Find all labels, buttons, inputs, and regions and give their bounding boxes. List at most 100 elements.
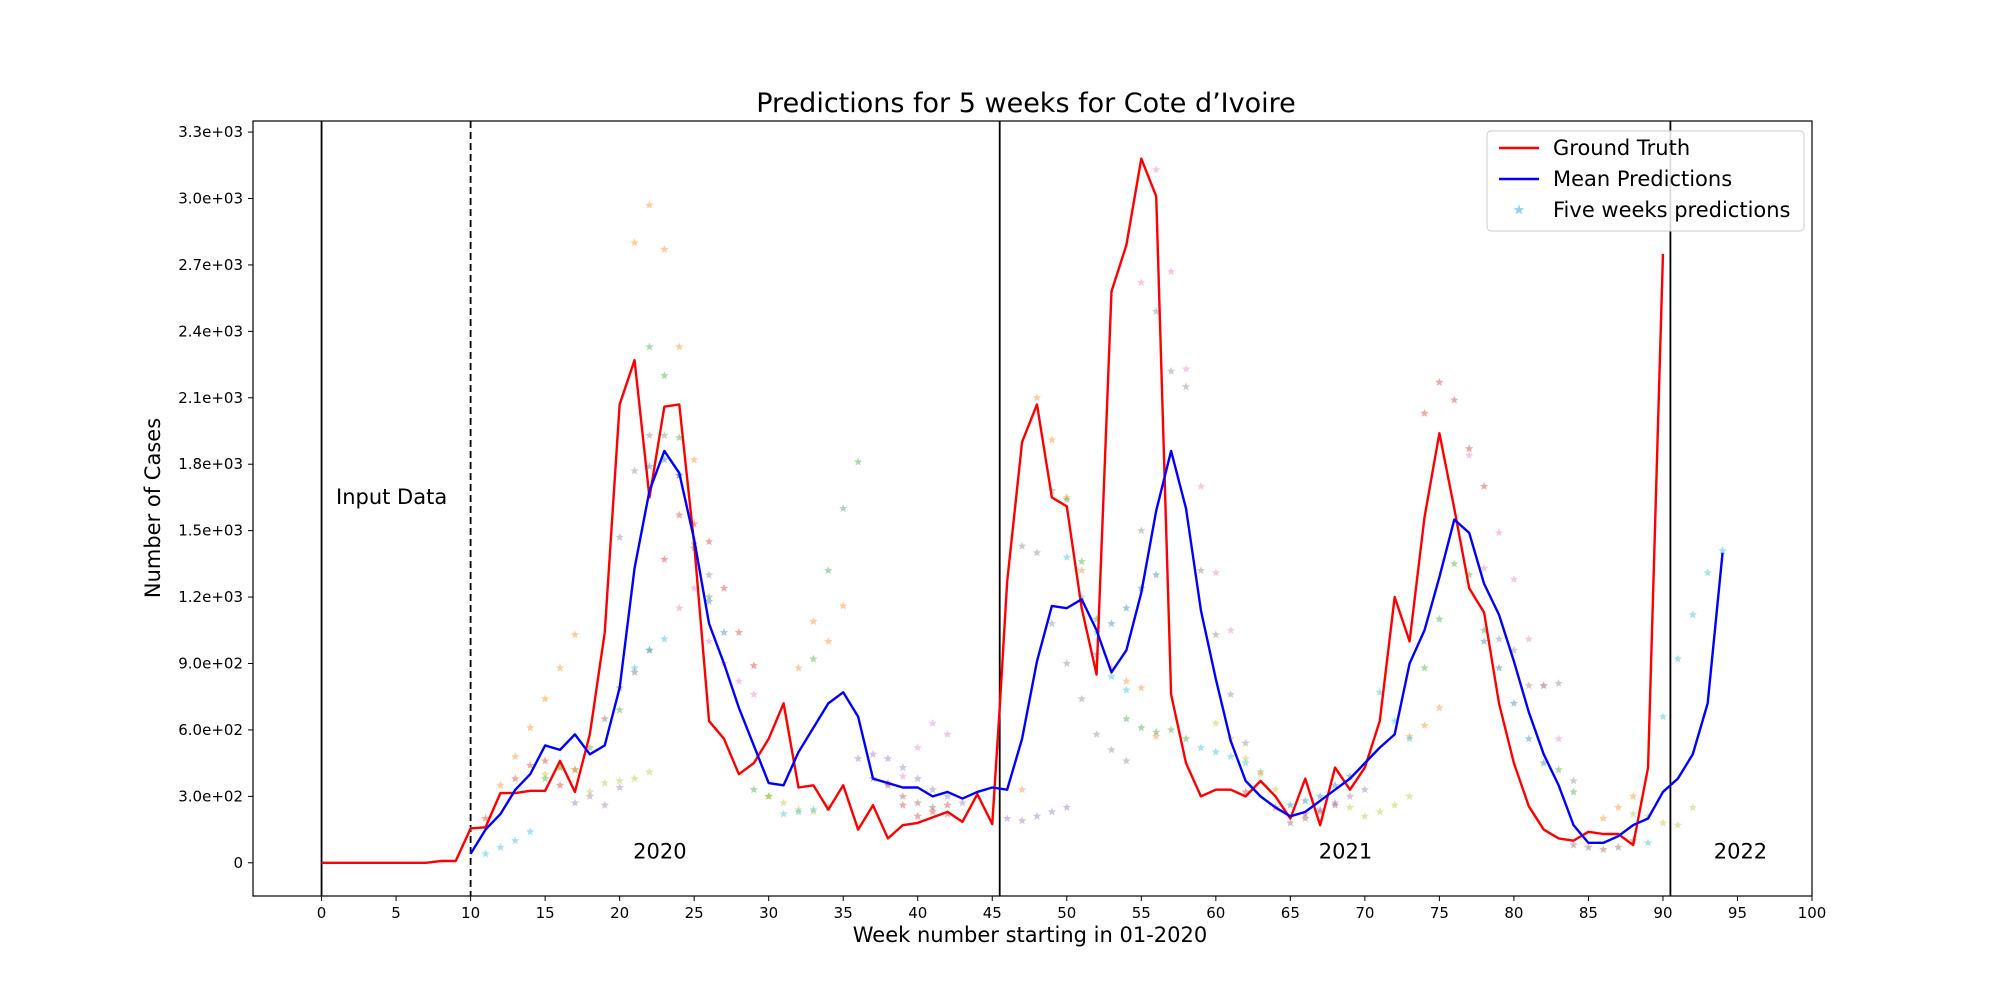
prediction-star-point [943,791,952,800]
prediction-star-point [1465,444,1474,453]
prediction-star-point [1301,796,1310,805]
prediction-star-point [1062,659,1071,668]
prediction-star-point [1345,803,1355,811]
prediction-star-point [1256,769,1265,778]
prediction-star-point [1315,805,1325,814]
y-tick-label: 3.3e+03 [178,123,243,141]
x-tick-label: 15 [536,904,555,922]
prediction-star-point [585,787,595,796]
prediction-star-point [1286,800,1295,809]
prediction-star-point [1017,816,1027,825]
x-tick-label: 60 [1206,904,1225,922]
prediction-star-point [675,510,684,519]
y-tick-label: 1.2e+03 [178,588,243,606]
prediction-star-point [645,342,654,351]
x-tick-label: 70 [1355,904,1374,922]
prediction-star-point [1688,610,1697,619]
prediction-star-point [943,800,952,809]
y-tick-label: 2.4e+03 [178,322,243,340]
prediction-star-point [704,570,714,579]
prediction-star-point [1405,732,1414,741]
prediction-star-point [1554,734,1563,743]
prediction-star-point [1077,566,1086,575]
prediction-star-point [1554,765,1563,774]
prediction-star-point [600,778,609,787]
prediction-star-point [585,743,595,752]
prediction-star-point [1524,634,1533,643]
y-tick-label: 3.0e+03 [178,190,243,208]
prediction-star-point [645,462,654,470]
prediction-star-point [630,774,639,783]
prediction-star-point [526,723,535,732]
prediction-star-point [734,676,744,685]
prediction-star-point [1047,619,1057,628]
prediction-star-point [1360,811,1370,820]
prediction-star-point [1226,625,1235,634]
prediction-star-point [1614,803,1623,811]
prediction-star-point [1599,845,1608,854]
prediction-star-point [764,791,773,800]
prediction-star-point [1524,681,1533,690]
prediction-star-point [1152,165,1161,174]
x-tick-label: 100 [1798,904,1827,922]
prediction-star-point [1062,493,1071,501]
prediction-star-point [809,654,818,663]
prediction-star-point [1688,803,1697,811]
prediction-star-point [1062,803,1071,811]
prediction-star-point [526,760,535,769]
prediction-star-point [1166,366,1176,375]
legend-entry-label: Ground Truth [1553,136,1690,160]
prediction-star-point [511,836,520,845]
prediction-star-point [1152,732,1161,741]
prediction-star-point [883,754,893,763]
prediction-star-point [689,519,699,528]
legend-entry-label: Five weeks predictions [1553,198,1791,222]
prediction-star-point [809,617,818,625]
prediction-star-point [675,342,684,351]
prediction-star-point [1107,619,1116,628]
prediction-star-point [1166,267,1176,276]
prediction-star-point [689,583,699,592]
prediction-star-point [1032,393,1042,402]
legend-entry-label: Mean Predictions [1553,167,1732,191]
x-tick-label: 25 [685,904,704,922]
prediction-star-point [839,504,848,513]
chart-annotation: 2022 [1714,839,1767,863]
x-tick-label: 90 [1653,904,1672,922]
prediction-star-point [660,431,669,439]
prediction-star-point [704,597,714,606]
prediction-star-point [1435,614,1444,623]
prediction-star-point [1539,681,1548,690]
prediction-star-point [481,849,490,858]
prediction-star-point [570,765,580,774]
prediction-star-point [1420,408,1429,417]
legend: Ground Truth Mean Predictions Five weeks p… [1486,130,1805,232]
prediction-star-point [1315,807,1325,816]
prediction-star-point [615,783,624,792]
prediction-star-point [660,634,669,643]
y-tick-label: 2.1e+03 [178,389,243,407]
prediction-star-point [824,803,833,811]
prediction-star-point [1569,787,1578,796]
prediction-star-point [1241,758,1250,767]
prediction-star-point [1211,747,1221,756]
prediction-star-point [1345,791,1355,800]
prediction-star-point [1062,552,1071,561]
x-tick-label: 95 [1728,904,1747,922]
prediction-star-point [645,645,654,654]
prediction-star-point [1375,687,1384,696]
prediction-star-point [928,807,937,816]
prediction-star-point [1494,663,1504,672]
prediction-star-point [1226,752,1235,761]
prediction-star-point [1569,776,1578,785]
prediction-star-point [1032,548,1042,557]
prediction-star-point [1405,791,1414,800]
prediction-star-point [958,798,967,807]
prediction-star-point [615,705,624,714]
prediction-star-point [898,800,908,809]
prediction-star-point [1479,481,1489,490]
prediction-star-point [1479,563,1489,572]
prediction-star-point [511,752,520,761]
prediction-star-point [1330,780,1340,789]
